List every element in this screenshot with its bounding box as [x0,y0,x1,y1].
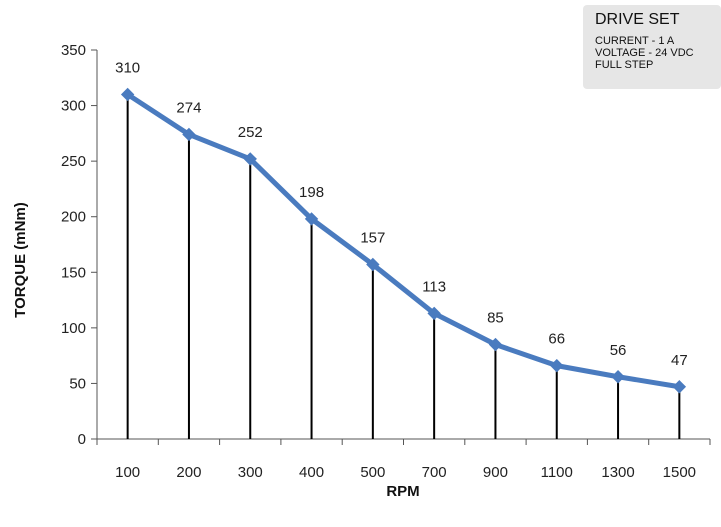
x-tick-label: 700 [422,464,447,481]
legend-line-voltage: VOLTAGE - 24 VDC [595,47,694,59]
drive-set-legend: DRIVE SET CURRENT - 1 A VOLTAGE - 24 VDC… [583,5,721,89]
x-tick-label: 1500 [663,464,696,481]
x-tick-label: 400 [299,464,324,481]
torque-series-line [125,91,682,390]
x-tick-label: 900 [483,464,508,481]
data-label: 66 [548,331,565,348]
x-tick-label: 1100 [541,464,573,481]
data-point-marker [120,87,135,102]
data-label: 47 [671,352,688,369]
data-label: 198 [299,184,324,201]
data-label: 274 [176,99,201,116]
data-point-marker [366,257,380,272]
y-tick-label: 100 [61,320,86,337]
legend-line-current: CURRENT - 1 A [595,35,675,47]
y-axis-title: TORQUE (mNm) [12,202,29,318]
data-labels: 310 274 252 198 157 113 85 66 56 47 [115,59,688,368]
legend-line-step: FULL STEP [595,59,654,71]
data-label: 252 [238,124,263,141]
x-tick-label: 200 [176,464,201,481]
y-axis: 0 50 100 150 200 250 300 350 [61,42,98,448]
data-point-marker [182,127,196,142]
data-label: 157 [360,230,385,247]
x-axis: 100 200 300 400 500 700 900 1100 1300 1500 [96,438,711,481]
data-label: 56 [610,342,627,359]
drop-lines [126,94,681,439]
data-label: 113 [422,278,446,295]
data-point-marker [611,370,625,384]
data-label: 85 [487,310,504,327]
y-tick-label: 300 [61,98,86,115]
x-axis-title: RPM [386,483,419,500]
x-tick-label: 100 [115,464,140,481]
data-point-marker [550,358,564,373]
data-point-marker [427,306,441,321]
data-label: 310 [115,59,140,76]
y-tick-label: 50 [69,375,86,392]
data-point-marker [243,152,257,166]
series-line [125,91,682,390]
data-point-marker [304,212,319,226]
x-tick-label: 1300 [601,464,634,481]
x-tick-label: 300 [238,464,263,481]
data-point-marker [488,337,503,352]
y-tick-label: 0 [78,431,86,448]
data-markers [120,87,687,394]
data-point-marker [672,380,687,394]
y-tick-label: 200 [61,209,86,226]
x-tick-label: 500 [360,464,385,481]
y-tick-label: 250 [61,153,86,170]
y-tick-label: 350 [61,42,86,59]
legend-title: DRIVE SET [595,11,680,28]
y-tick-label: 150 [61,264,86,281]
